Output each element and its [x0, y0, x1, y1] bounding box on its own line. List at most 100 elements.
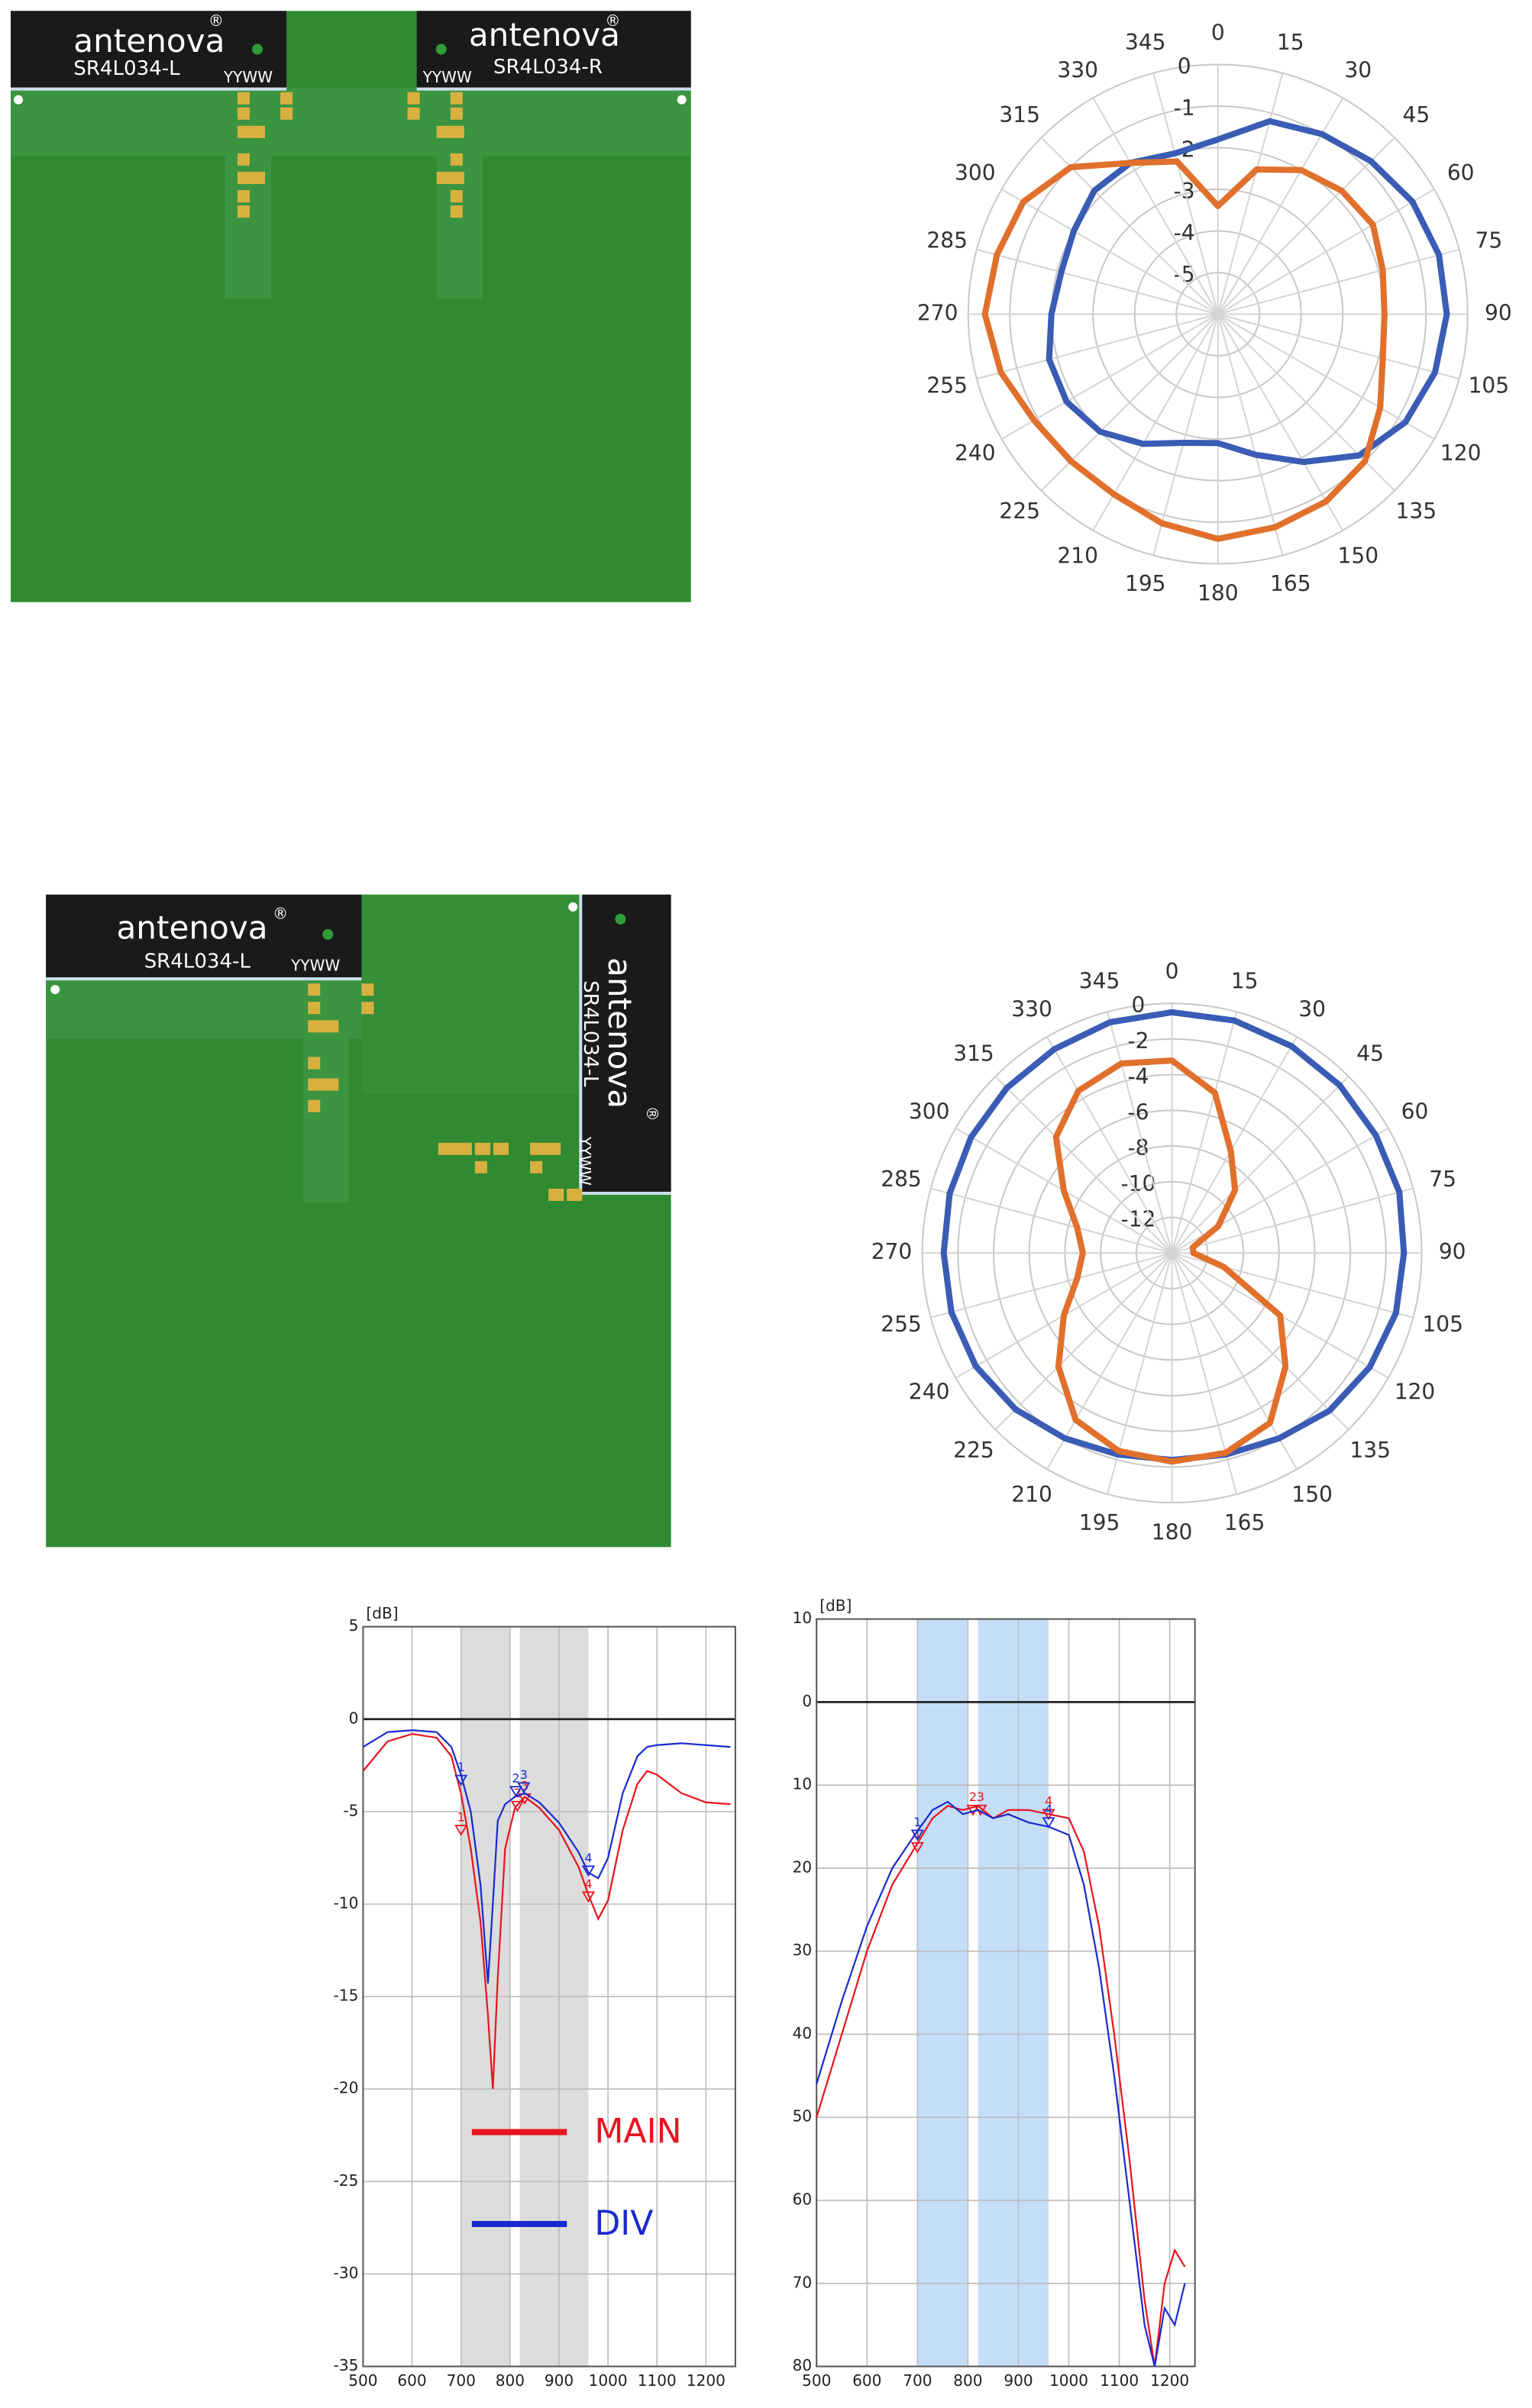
spoke — [1106, 1012, 1173, 1254]
marker-label: 4 — [584, 1851, 592, 1865]
series-line — [816, 1800, 1186, 2367]
y-axis-label: [dB] — [819, 1596, 852, 1615]
marker — [510, 1800, 525, 1812]
pattern-line — [981, 158, 1388, 542]
angle-label: 255 — [881, 1312, 922, 1337]
spoke — [1171, 1252, 1298, 1470]
series-line — [362, 1732, 731, 2090]
via — [14, 95, 24, 105]
pin1-dot — [435, 44, 447, 55]
spoke — [1001, 189, 1219, 315]
r-tick-label: 0 — [1132, 993, 1146, 1018]
angle-label: 210 — [1011, 1482, 1052, 1507]
y-tick-label: 60 — [793, 2190, 813, 2209]
angle-label: 165 — [1270, 571, 1311, 596]
marker-label: 1 — [457, 1760, 465, 1774]
pads — [237, 92, 464, 218]
marker — [517, 1782, 531, 1794]
marker — [509, 1786, 523, 1798]
pattern-line — [1046, 118, 1450, 466]
board-ground — [11, 87, 691, 157]
y-tick-label: -30 — [334, 2264, 359, 2282]
angle-label: 270 — [871, 1239, 913, 1264]
angle-label: 345 — [1125, 30, 1166, 55]
y-tick-label: -10 — [334, 1893, 359, 1912]
x-tick-label: 500 — [802, 2371, 831, 2390]
angle-label: 195 — [1079, 1510, 1120, 1535]
chip-brand: antenova — [469, 16, 620, 53]
y-tick-label: 30 — [793, 1941, 813, 1959]
spoke — [1001, 313, 1219, 440]
angle-label: 105 — [1422, 1312, 1463, 1337]
spoke — [1152, 314, 1219, 556]
spoke — [1152, 73, 1219, 315]
spoke — [1171, 1076, 1349, 1254]
spoke — [1172, 1187, 1414, 1254]
legend-label: DIV — [594, 2204, 653, 2243]
angle-label: 150 — [1291, 1482, 1333, 1507]
angle-label: 300 — [955, 160, 996, 186]
chip-part: SR4L034-L — [73, 57, 180, 80]
angle-label: 60 — [1447, 160, 1475, 186]
plot-frame — [362, 1625, 736, 2368]
y-tick-label: -25 — [334, 2171, 359, 2190]
x-tick-label: 1000 — [1049, 2371, 1088, 2390]
x-tick-label: 700 — [903, 2371, 932, 2390]
spoke — [1217, 314, 1284, 556]
angle-label: 150 — [1338, 543, 1379, 568]
angle-label: 330 — [1011, 996, 1052, 1022]
r-tick-label: -4 — [1127, 1064, 1149, 1089]
spoke — [1046, 1252, 1173, 1470]
chip-part: SR4L034-L — [144, 951, 251, 973]
marker — [1042, 1817, 1055, 1829]
plot-frame — [816, 1618, 1196, 2368]
r-tick-label: -6 — [1127, 1099, 1149, 1125]
angle-label: 240 — [955, 441, 996, 466]
marker — [910, 1842, 924, 1854]
board: antenova ® SR4L034-L YYWW antenova ® SR4… — [11, 11, 691, 602]
chip-brand: antenova — [116, 909, 267, 946]
angle-label: 315 — [999, 102, 1040, 128]
angle-label: 270 — [917, 301, 958, 326]
chip-registered: ® — [643, 1106, 661, 1122]
spoke — [1092, 97, 1219, 315]
angle-label: 165 — [1224, 1510, 1265, 1535]
legend-label: MAIN — [594, 2113, 681, 2151]
line-chart: 500 600 700 800 900 1000 1100 1200 10 0 10 20 30 40 50… — [793, 1596, 1196, 2390]
y-tick-label: 20 — [793, 1858, 813, 1876]
x-tick-label: 700 — [447, 2371, 476, 2390]
marker-label: 4 — [584, 1877, 592, 1891]
angle-label: 225 — [953, 1438, 994, 1463]
y-tick-label: 50 — [793, 2107, 813, 2126]
marker — [1042, 1809, 1055, 1821]
chip-registered: ® — [605, 11, 620, 30]
angle-label: 120 — [1395, 1380, 1436, 1405]
y-tick-label: -15 — [334, 1987, 359, 2005]
band — [978, 1619, 1049, 2367]
r-tick-label: -1 — [1174, 95, 1195, 121]
chip-brand: antenova — [601, 957, 638, 1109]
angle-label: 15 — [1277, 30, 1304, 55]
spoke — [1217, 248, 1459, 315]
angle-label: 300 — [909, 1099, 950, 1125]
angle-label: 15 — [1231, 969, 1259, 994]
angle-label: 180 — [1197, 581, 1239, 606]
r-tick-label: -2 — [1127, 1028, 1149, 1054]
chip-registered: ® — [273, 904, 288, 922]
spoke — [1217, 137, 1395, 315]
pin1-dot — [251, 44, 263, 55]
angle-label: 210 — [1057, 543, 1098, 568]
y-tick-label: -35 — [334, 2356, 359, 2374]
pads — [308, 983, 583, 1201]
marker-label: 3 — [520, 1767, 528, 1782]
angle-label: 330 — [1057, 58, 1098, 83]
angle-label: 60 — [1401, 1099, 1429, 1125]
marker-label: 2 — [512, 1771, 519, 1786]
angle-label: 30 — [1344, 58, 1372, 83]
via — [568, 902, 578, 912]
angle-label: 75 — [1429, 1167, 1456, 1192]
angle-label: 75 — [1475, 228, 1502, 253]
pattern-line — [1052, 1057, 1289, 1465]
band — [917, 1619, 968, 2367]
x-tick-label: 1200 — [1150, 2371, 1189, 2390]
